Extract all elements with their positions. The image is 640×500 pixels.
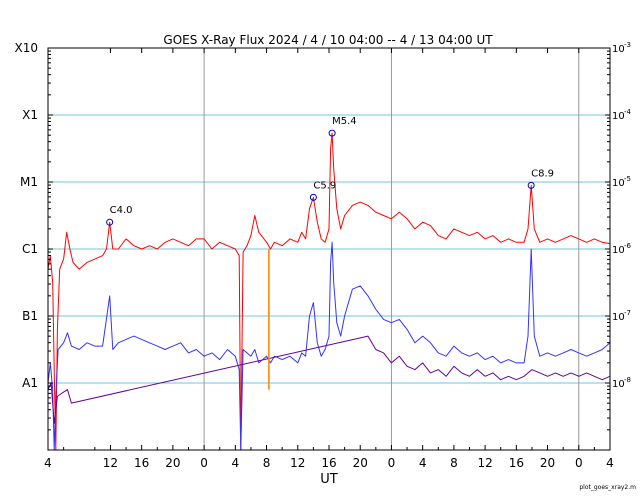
chart-title: GOES X-Ray Flux 2024 / 4 / 10 04:00 -- 4…	[163, 33, 493, 47]
y-flux-label: 10	[612, 178, 625, 189]
y-flux-label: 10	[612, 111, 625, 122]
y-class-label: M1	[20, 175, 38, 189]
flare-label: C4.0	[110, 205, 133, 216]
x-tick-label: 20	[540, 456, 555, 470]
left-axis-labels: X10 X1 M1 C1 B1 A1	[15, 41, 39, 390]
x-axis-title: UT	[320, 472, 338, 487]
x-tick-label: 0	[575, 456, 583, 470]
series-line-1	[47, 241, 611, 451]
footer-script-name: plot_goes_xray2.m	[579, 484, 636, 491]
x-tick-label: 0	[200, 456, 208, 470]
axis-ticks	[47, 47, 611, 450]
x-tick-label: 12	[103, 456, 118, 470]
x-tick-label: 12	[290, 456, 305, 470]
flare-annotations: C4.0 C5.9 M5.4 C8.9	[106, 116, 554, 226]
flare-label: C5.9	[313, 180, 336, 191]
y-flux-label: 10	[612, 44, 625, 55]
x-tick-label: 20	[353, 456, 368, 470]
y-flux-exponent: -4	[624, 108, 632, 116]
x-tick-label: 16	[134, 456, 149, 470]
y-flux-exponent: -5	[624, 175, 631, 183]
x-tick-label: 0	[388, 456, 396, 470]
series-line-0	[47, 132, 611, 451]
series-layer	[47, 132, 611, 451]
y-flux-label: 10	[612, 245, 625, 256]
flare-label: M5.4	[332, 116, 357, 127]
x-tick-label: 20	[165, 456, 180, 470]
series-line-2	[47, 335, 611, 424]
y-class-label: B1	[22, 309, 38, 323]
y-flux-exponent: -6	[624, 242, 632, 250]
x-tick-label: 16	[321, 456, 336, 470]
x-tick-label: 8	[450, 456, 458, 470]
x-tick-label: 4	[232, 456, 240, 470]
x-tick-label: 4	[419, 456, 427, 470]
flare-label: C8.9	[531, 168, 554, 179]
flare-marker	[328, 129, 336, 137]
x-tick-label: 12	[477, 456, 492, 470]
x-tick-label: 4	[606, 456, 614, 470]
y-class-label: C1	[22, 242, 38, 256]
y-class-label: A1	[22, 376, 38, 390]
x-tick-label: 4	[44, 456, 52, 470]
y-flux-label: 10	[612, 379, 625, 390]
right-axis-labels: 10-310-410-510-610-710-8	[612, 41, 632, 390]
x-tick-label: 16	[509, 456, 524, 470]
y-class-label: X1	[22, 108, 38, 122]
flare-marker	[527, 181, 535, 189]
flare-marker	[106, 218, 114, 226]
y-flux-exponent: -3	[624, 41, 631, 49]
y-class-label: X10	[15, 41, 39, 55]
y-flux-exponent: -8	[624, 376, 631, 384]
y-flux-exponent: -7	[624, 309, 631, 317]
x-tick-label: 8	[263, 456, 271, 470]
x-axis-labels: 4 12 16 20 0 4 8 12 16 20 0 4 8 12 16 20 0 4	[44, 456, 614, 470]
y-flux-label: 10	[612, 312, 625, 323]
flare-marker	[309, 193, 317, 201]
